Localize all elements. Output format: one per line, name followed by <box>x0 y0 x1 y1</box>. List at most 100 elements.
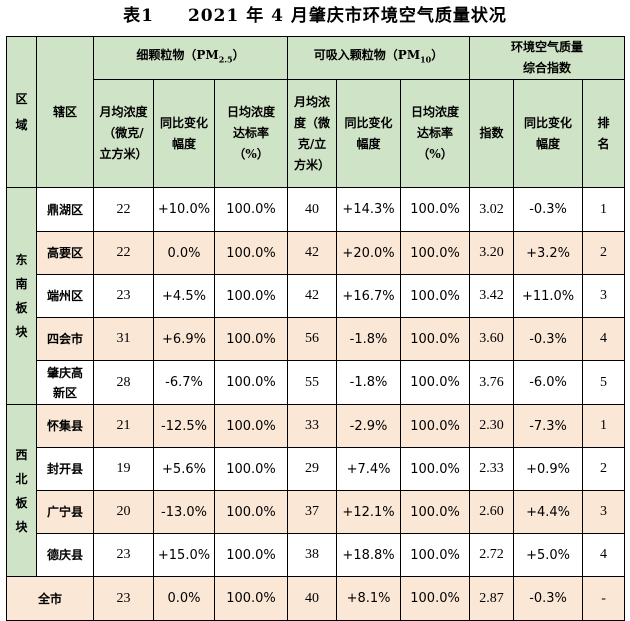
pm10-rate-cell: 100.0% <box>400 447 471 491</box>
rank-cell: 2 <box>582 231 626 275</box>
city-pm10-value-cell: 40 <box>287 576 338 621</box>
pm10-yoy-cell: -1.8% <box>336 317 402 361</box>
city-pm25-yoy-cell: 0.0% <box>153 576 215 621</box>
aqi-index-yoy-cell: +3.2% <box>513 231 584 275</box>
pm10-rate-cell: 100.0% <box>400 404 471 448</box>
table-label: 表1 <box>123 6 154 26</box>
pm25-monthly-avg-text: 月均浓度（微克/立方米） <box>99 105 148 161</box>
pm10-value-cell: 38 <box>287 533 338 577</box>
district-name: 鼎湖区 <box>36 187 94 232</box>
pm25-yoy-cell: -12.5% <box>153 404 215 448</box>
pm10-rate-text: 日均浓度达标率（%） <box>411 105 460 161</box>
pm10-monthly-avg-header: 月均浓度（微克/立方米） <box>287 79 338 188</box>
table-row: 端州区 23 +4.5% 100.0% 42 +16.7% 100.0% 3.42 +11.0%… <box>7 274 626 318</box>
district-name: 肇庆高新区 <box>36 360 94 405</box>
pm25-group-end: ） <box>232 48 245 63</box>
district-name-text: 四会市 <box>46 332 83 346</box>
aqi-index-yoy-cell: -6.0% <box>513 360 584 405</box>
pm10-yoy-cell: +7.4% <box>336 447 402 491</box>
pm25-yoy-cell: -13.0% <box>153 490 215 534</box>
pm25-rate-cell: 100.0% <box>213 317 289 361</box>
aqi-index-cell: 2.33 <box>469 447 515 491</box>
district-name-text: 高要区 <box>46 246 83 260</box>
rank-cell: 3 <box>582 274 626 318</box>
pm25-value-cell: 31 <box>93 317 154 361</box>
pm10-monthly-avg-text: 月均浓度（微克/立方米） <box>294 94 331 172</box>
district-name: 德庆县 <box>36 533 94 577</box>
pm10-yoy-cell: -2.9% <box>336 404 402 448</box>
pm10-rate-cell: 100.0% <box>400 490 471 534</box>
district-name: 封开县 <box>36 447 94 491</box>
aqi-index-yoy-cell: +4.4% <box>513 490 584 534</box>
aqi-group-header: 环境空气质量综合指数 <box>469 36 626 80</box>
pm10-rate-cell: 100.0% <box>400 231 471 275</box>
table-row: 广宁县 20 -13.0% 100.0% 37 +12.1% 100.0% 2.60 +4.4%… <box>7 490 626 534</box>
aqi-index-cell: 3.20 <box>469 231 515 275</box>
district-name: 四会市 <box>36 317 94 361</box>
pm25-value-cell: 22 <box>93 231 154 275</box>
pm10-rate-cell: 100.0% <box>400 274 471 318</box>
rank-text: 排名 <box>597 115 610 151</box>
city-aqi-index-cell: 2.87 <box>469 576 515 621</box>
aqi-index-cell: 2.72 <box>469 533 515 577</box>
pm10-yoy-cell: +12.1% <box>336 490 402 534</box>
aqi-index-cell: 3.42 <box>469 274 515 318</box>
pm25-yoy-cell: +10.0% <box>153 187 215 232</box>
pm25-rate-cell: 100.0% <box>213 533 289 577</box>
region-southeast: 东南板块 <box>6 187 37 405</box>
pm25-yoy-cell: 0.0% <box>153 231 215 275</box>
pm25-rate-cell: 100.0% <box>213 490 289 534</box>
aqi-index-yoy-cell: -0.3% <box>513 317 584 361</box>
pm10-rate-cell: 100.0% <box>400 533 471 577</box>
pm10-yoy-cell: +16.7% <box>336 274 402 318</box>
district-name-text: 肇庆高新区 <box>46 365 83 400</box>
pm10-yoy-text: 同比变化幅度 <box>344 115 393 151</box>
city-pm25-rate-cell: 100.0% <box>213 576 289 621</box>
index-yoy-header: 同比变化幅度 <box>513 79 584 188</box>
pm10-rate-cell: 100.0% <box>400 187 471 232</box>
district-name-text: 鼎湖区 <box>46 202 83 217</box>
pm10-value-cell: 55 <box>287 360 338 405</box>
table-title-text: 2021 年 4 月肇庆市环境空气质量状况 <box>187 6 507 26</box>
pm10-yoy-cell: +14.3% <box>336 187 402 232</box>
rank-header: 排名 <box>582 79 626 188</box>
district-name-text: 端州区 <box>46 289 83 303</box>
aqi-index-yoy-cell: -0.3% <box>513 187 584 232</box>
pm25-value-cell: 23 <box>93 533 154 577</box>
table-row: 东南板块 鼎湖区 22 +10.0% 100.0% 40 +14.3% 100.0% 3.02-… <box>6 187 626 405</box>
pm10-yoy-cell: +20.0% <box>336 231 402 275</box>
pm10-yoy-cell: +18.8% <box>336 533 402 577</box>
pm25-rate-cell: 100.0% <box>213 187 289 232</box>
pm25-value-cell: 20 <box>93 490 154 534</box>
aqi-index-yoy-cell: +11.0% <box>513 274 584 318</box>
pm25-rate-cell: 100.0% <box>213 231 289 275</box>
pm25-sub: 2.5 <box>218 54 233 65</box>
district-name-text: 怀集县 <box>46 419 83 433</box>
district-header: 辖区 <box>36 36 94 188</box>
city-total-label: 全市 <box>6 576 94 621</box>
district-name-text: 德庆县 <box>46 548 83 562</box>
pm25-group-text: 细颗粒物（PM <box>136 48 219 63</box>
pm25-group-header: 细颗粒物（PM2.5） <box>92 36 289 80</box>
pm10-value-cell: 42 <box>287 231 338 275</box>
pm10-value-cell: 37 <box>287 490 338 534</box>
region-northwest: 西北板块 <box>6 404 37 577</box>
city-pm10-yoy-cell: +8.1% <box>336 576 402 621</box>
pm25-rate-text: 日均浓度达标率（%） <box>227 105 276 161</box>
pm10-group-header: 可吸入颗粒物（PM10） <box>287 36 471 80</box>
rank-cell: 4 <box>582 317 626 361</box>
pm10-rate-header: 日均浓度达标率（%） <box>400 79 471 188</box>
pm25-value-cell: 19 <box>93 447 154 491</box>
aqi-index-yoy-cell: +0.9% <box>513 447 584 491</box>
aqi-index-cell: 2.60 <box>469 490 515 534</box>
district-name-text: 广宁县 <box>46 505 83 519</box>
aqi-index-yoy-cell: -7.3% <box>513 404 584 448</box>
aqi-index-yoy-cell: +5.0% <box>513 533 584 577</box>
table-row: 德庆县 23 +15.0% 100.0% 38 +18.8% 100.0% 2.72 +5.0%… <box>7 533 626 577</box>
district-name-text: 封开县 <box>46 462 83 476</box>
district-name: 高要区 <box>36 231 94 275</box>
rank-cell: 4 <box>582 533 626 577</box>
pm10-rate-cell: 100.0% <box>400 360 471 405</box>
rank-cell: 5 <box>582 360 626 405</box>
pm25-yoy-cell: +15.0% <box>153 533 215 577</box>
